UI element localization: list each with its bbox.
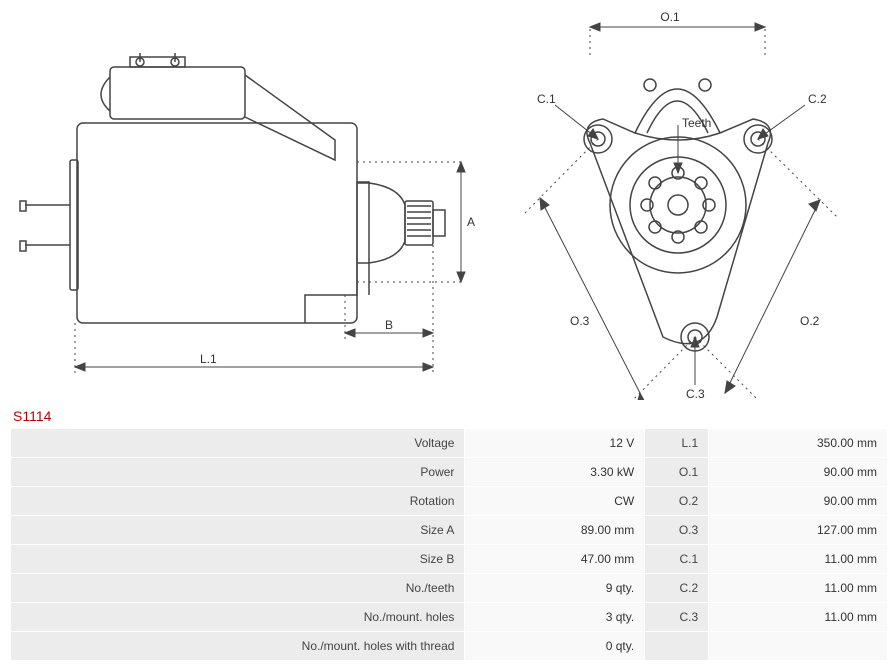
dim-label-A: A — [467, 215, 475, 229]
spec-value: 89.00 mm — [465, 516, 645, 545]
spec-label: Size B — [11, 545, 465, 574]
side-view-diagram: A B L.1 — [5, 5, 475, 400]
spec-row: RotationCWO.290.00 mm — [11, 487, 888, 516]
spec-label: O.3 — [645, 516, 709, 545]
spec-value: 47.00 mm — [465, 545, 645, 574]
spec-value: 3 qty. — [465, 603, 645, 632]
spec-label: No./mount. holes — [11, 603, 465, 632]
spec-label: Rotation — [11, 487, 465, 516]
spec-row: Size B47.00 mmC.111.00 mm — [11, 545, 888, 574]
dim-label-O2: O.2 — [800, 314, 820, 328]
dim-label-O1: O.1 — [660, 10, 680, 24]
spec-label: Size A — [11, 516, 465, 545]
spec-value: 11.00 mm — [709, 603, 888, 632]
spec-label: Power — [11, 458, 465, 487]
dim-label-O3: O.3 — [570, 314, 590, 328]
spec-value: 0 qty. — [465, 632, 645, 661]
spec-label: O.1 — [645, 458, 709, 487]
dim-label-Teeth: Teeth — [682, 116, 711, 130]
spec-label: C.1 — [645, 545, 709, 574]
spec-value: 9 qty. — [465, 574, 645, 603]
spec-value: 3.30 kW — [465, 458, 645, 487]
spec-row: No./mount. holes with thread0 qty. — [11, 632, 888, 661]
spec-label — [645, 632, 709, 661]
spec-value: CW — [465, 487, 645, 516]
dim-label-C2: C.2 — [808, 92, 827, 106]
spec-value: 11.00 mm — [709, 574, 888, 603]
spec-row: Power3.30 kWO.190.00 mm — [11, 458, 888, 487]
spec-table: Voltage12 VL.1350.00 mmPower3.30 kWO.190… — [10, 428, 888, 661]
spec-row: No./mount. holes3 qty.C.311.00 mm — [11, 603, 888, 632]
spec-row: No./teeth9 qty.C.211.00 mm — [11, 574, 888, 603]
spec-label: O.2 — [645, 487, 709, 516]
spec-value: 90.00 mm — [709, 458, 888, 487]
spec-label: L.1 — [645, 429, 709, 458]
spec-label: C.2 — [645, 574, 709, 603]
spec-label: No./mount. holes with thread — [11, 632, 465, 661]
diagram-row: A B L.1 — [5, 5, 884, 400]
dim-label-C3: C.3 — [686, 387, 705, 400]
spec-label: C.3 — [645, 603, 709, 632]
spec-value: 11.00 mm — [709, 545, 888, 574]
spec-value: 12 V — [465, 429, 645, 458]
spec-row: Voltage12 VL.1350.00 mm — [11, 429, 888, 458]
front-view-diagram: O.1 — [485, 5, 885, 400]
part-number: S1114 — [13, 408, 884, 424]
spec-label: Voltage — [11, 429, 465, 458]
spec-value: 90.00 mm — [709, 487, 888, 516]
spec-value: 350.00 mm — [709, 429, 888, 458]
spec-row: Size A89.00 mmO.3127.00 mm — [11, 516, 888, 545]
spec-value — [709, 632, 888, 661]
spec-value: 127.00 mm — [709, 516, 888, 545]
dim-label-L1: L.1 — [200, 352, 217, 366]
dim-label-C1: C.1 — [537, 92, 556, 106]
dim-label-B: B — [385, 318, 393, 332]
spec-label: No./teeth — [11, 574, 465, 603]
